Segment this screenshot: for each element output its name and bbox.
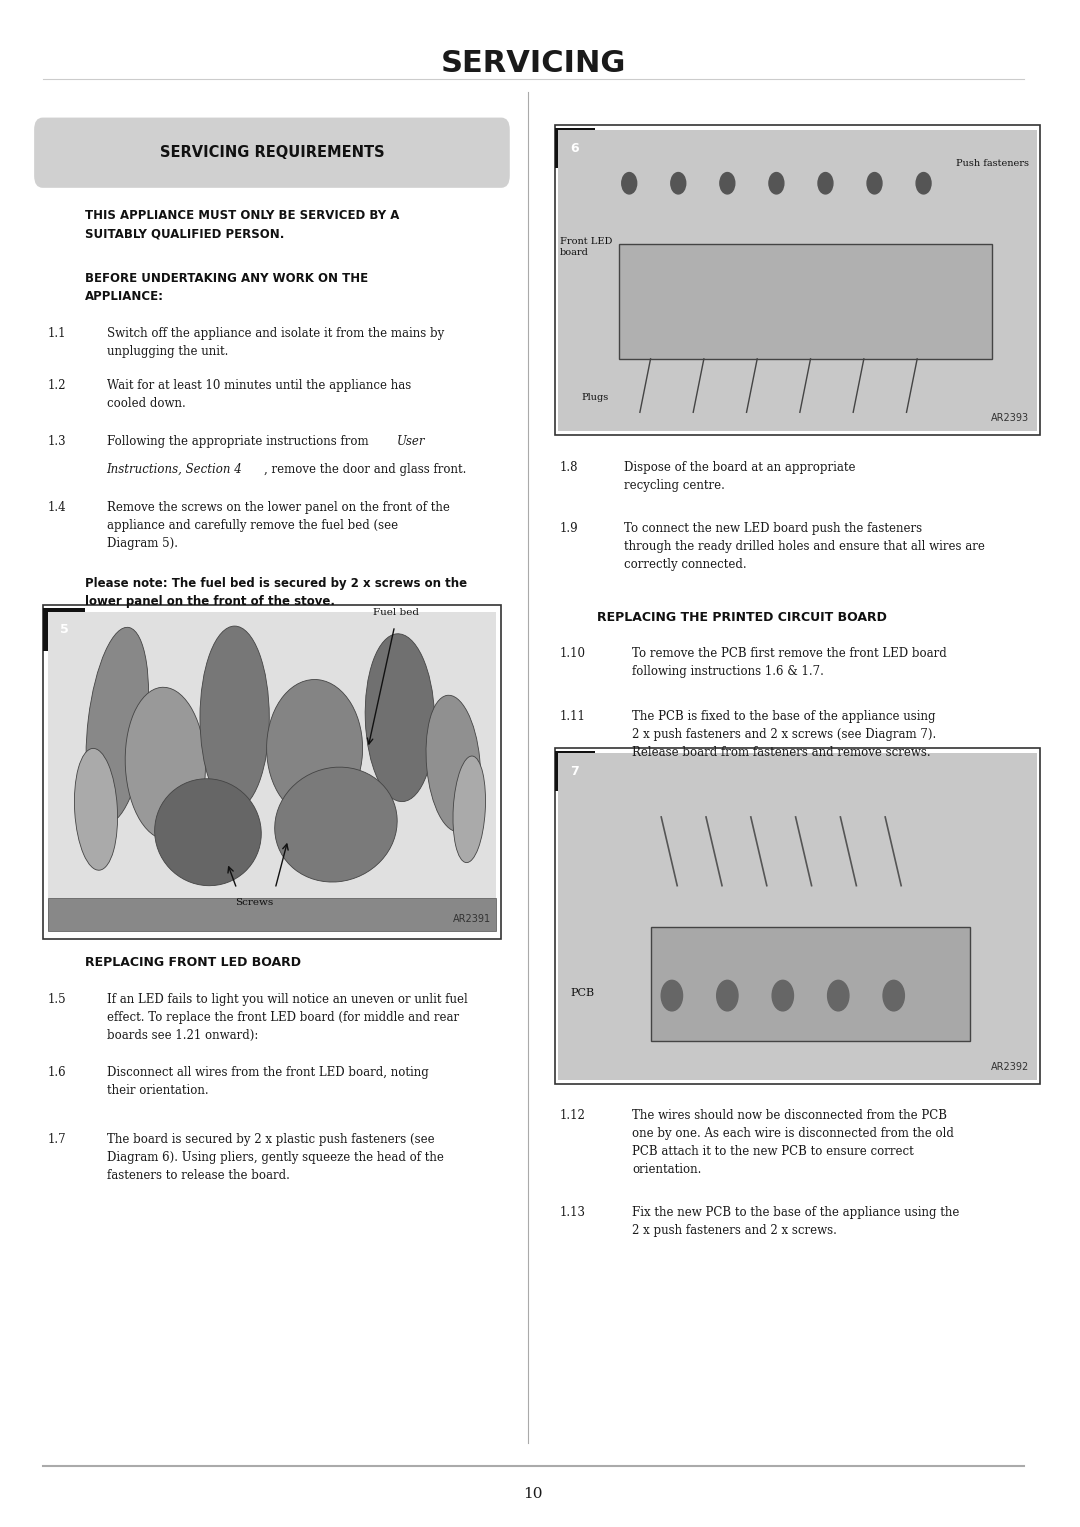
- Text: PCB: PCB: [570, 988, 595, 997]
- Circle shape: [661, 980, 683, 1011]
- Ellipse shape: [267, 680, 363, 817]
- Circle shape: [867, 173, 882, 194]
- Text: Remove the screws on the lower panel on the front of the
appliance and carefully: Remove the screws on the lower panel on …: [107, 501, 449, 550]
- Text: 1.5: 1.5: [48, 993, 67, 1006]
- Text: 1.12: 1.12: [559, 1109, 585, 1122]
- Circle shape: [818, 173, 833, 194]
- Bar: [554, 128, 595, 168]
- FancyBboxPatch shape: [35, 118, 510, 188]
- Text: Screws: Screws: [234, 898, 273, 907]
- Bar: [42, 605, 501, 939]
- Text: Dispose of the board at an appropriate
recycling centre.: Dispose of the board at an appropriate r…: [624, 461, 855, 492]
- Text: Plugs: Plugs: [581, 392, 608, 402]
- Circle shape: [916, 173, 931, 194]
- Text: Fix the new PCB to the base of the appliance using the
2 x push fasteners and 2 : Fix the new PCB to the base of the appli…: [633, 1206, 960, 1237]
- Circle shape: [772, 980, 794, 1011]
- Ellipse shape: [200, 626, 269, 809]
- Circle shape: [720, 173, 734, 194]
- Bar: [557, 130, 1037, 431]
- Text: 1.10: 1.10: [559, 647, 586, 661]
- Circle shape: [827, 980, 849, 1011]
- Circle shape: [622, 173, 637, 194]
- Text: SERVICING REQUIREMENTS: SERVICING REQUIREMENTS: [160, 145, 384, 160]
- Bar: [48, 898, 496, 931]
- Bar: [650, 927, 971, 1041]
- Text: The wires should now be disconnected from the PCB
one by one. As each wire is di: The wires should now be disconnected fro…: [633, 1109, 955, 1176]
- Text: 1.9: 1.9: [559, 522, 579, 536]
- Text: The board is secured by 2 x plastic push fasteners (see
Diagram 6). Using pliers: The board is secured by 2 x plastic push…: [107, 1133, 444, 1182]
- Text: The PCB is fixed to the base of the appliance using
2 x push fasteners and 2 x s: The PCB is fixed to the base of the appl…: [633, 710, 936, 759]
- Text: Please note: The fuel bed is secured by 2 x screws on the
lower panel on the fro: Please note: The fuel bed is secured by …: [85, 577, 468, 608]
- Ellipse shape: [426, 695, 481, 832]
- Circle shape: [671, 173, 686, 194]
- Text: Push fasteners: Push fasteners: [956, 159, 1029, 168]
- Circle shape: [717, 980, 738, 1011]
- Text: 1.7: 1.7: [48, 1133, 67, 1147]
- Text: REPLACING THE PRINTED CIRCUIT BOARD: REPLACING THE PRINTED CIRCUIT BOARD: [597, 611, 887, 625]
- Text: To remove the PCB first remove the front LED board
following instructions 1.6 & : To remove the PCB first remove the front…: [633, 647, 947, 678]
- Ellipse shape: [86, 628, 149, 823]
- Text: Front LED
board: Front LED board: [559, 237, 612, 258]
- Text: Instructions, Section 4: Instructions, Section 4: [107, 463, 242, 476]
- Bar: [554, 125, 1040, 435]
- Text: AR2391: AR2391: [453, 913, 490, 924]
- Text: 1.6: 1.6: [48, 1066, 67, 1080]
- Text: 6: 6: [570, 142, 579, 154]
- Text: SERVICING: SERVICING: [441, 49, 626, 78]
- Text: To connect the new LED board push the fasteners
through the ready drilled holes : To connect the new LED board push the fa…: [624, 522, 985, 571]
- Text: Disconnect all wires from the front LED board, noting
their orientation.: Disconnect all wires from the front LED …: [107, 1066, 429, 1096]
- Text: 7: 7: [570, 765, 579, 777]
- Text: Wait for at least 10 minutes until the appliance has
cooled down.: Wait for at least 10 minutes until the a…: [107, 379, 410, 409]
- Text: AR2392: AR2392: [991, 1061, 1029, 1072]
- Ellipse shape: [365, 634, 434, 802]
- Text: REPLACING FRONT LED BOARD: REPLACING FRONT LED BOARD: [85, 956, 301, 970]
- Text: If an LED fails to light you will notice an uneven or unlit fuel
effect. To repl: If an LED fails to light you will notice…: [107, 993, 468, 1041]
- Text: 1.1: 1.1: [48, 327, 67, 341]
- Text: Following the appropriate instructions from: Following the appropriate instructions f…: [107, 435, 372, 449]
- Ellipse shape: [125, 687, 205, 840]
- Text: AR2393: AR2393: [991, 412, 1029, 423]
- Text: 1.3: 1.3: [48, 435, 67, 449]
- Bar: [554, 748, 1040, 1084]
- Bar: [48, 612, 496, 931]
- Bar: [42, 608, 85, 651]
- Ellipse shape: [274, 767, 397, 883]
- Ellipse shape: [154, 779, 261, 886]
- Text: 1.4: 1.4: [48, 501, 67, 515]
- Text: User: User: [396, 435, 426, 449]
- Text: 10: 10: [524, 1487, 543, 1501]
- Bar: [554, 751, 595, 791]
- Text: 1.8: 1.8: [559, 461, 579, 475]
- Text: 5: 5: [59, 623, 68, 635]
- Text: THIS APPLIANCE MUST ONLY BE SERVICED BY A
SUITABLY QUALIFIED PERSON.: THIS APPLIANCE MUST ONLY BE SERVICED BY …: [85, 209, 400, 240]
- Circle shape: [769, 173, 784, 194]
- Bar: [619, 244, 991, 359]
- Text: BEFORE UNDERTAKING ANY WORK ON THE
APPLIANCE:: BEFORE UNDERTAKING ANY WORK ON THE APPLI…: [85, 272, 368, 302]
- Bar: [557, 753, 1037, 1080]
- Ellipse shape: [453, 756, 486, 863]
- Text: Switch off the appliance and isolate it from the mains by
unplugging the unit.: Switch off the appliance and isolate it …: [107, 327, 444, 357]
- Text: 1.11: 1.11: [559, 710, 585, 724]
- Text: , remove the door and glass front.: , remove the door and glass front.: [265, 463, 467, 476]
- Circle shape: [883, 980, 904, 1011]
- Text: 1.2: 1.2: [48, 379, 67, 392]
- Ellipse shape: [75, 748, 118, 870]
- Text: Fuel bed: Fuel bed: [374, 608, 419, 617]
- Text: 1.13: 1.13: [559, 1206, 586, 1220]
